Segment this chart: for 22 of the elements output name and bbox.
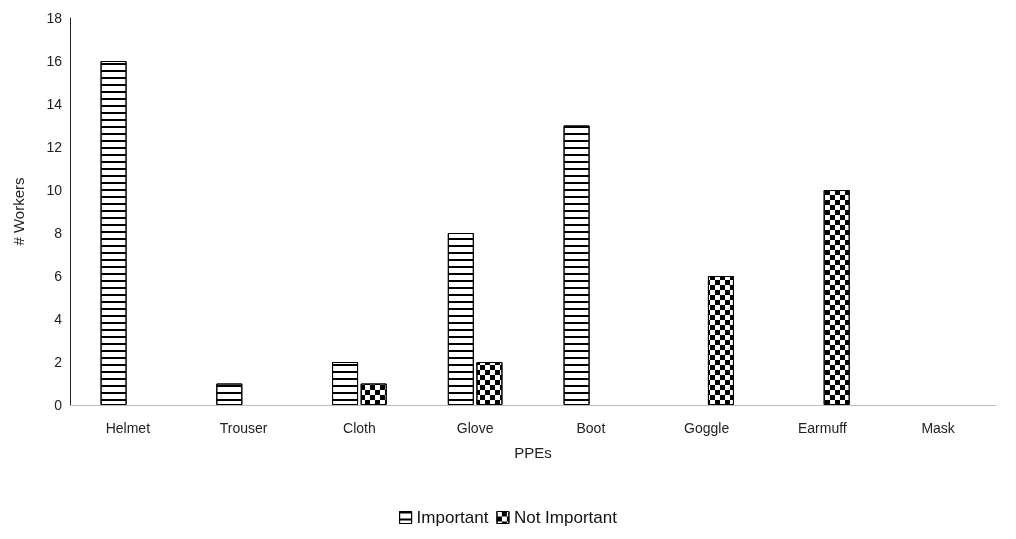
y-tick-label: 18 — [46, 10, 63, 26]
x-tick-label: Earmuff — [797, 420, 847, 436]
y-tick-label: 10 — [46, 182, 63, 198]
y-axis-title: # Workers — [10, 177, 27, 246]
legend-label: Not Important — [513, 508, 618, 527]
y-tick-label: 8 — [54, 225, 63, 241]
x-tick-label: Cloth — [343, 420, 376, 436]
x-tick-label: Goggle — [684, 420, 730, 436]
x-tick-label: Trouser — [219, 420, 268, 436]
y-tick-label: 16 — [46, 53, 63, 69]
x-axis-title: PPEs — [514, 444, 552, 461]
x-tick-label: Glove — [456, 420, 494, 436]
y-tick-label: 4 — [54, 311, 63, 327]
legend-label: Important — [416, 508, 489, 527]
y-tick-label: 12 — [46, 139, 63, 155]
x-tick-label: Mask — [921, 420, 956, 436]
x-tick-label: Boot — [576, 420, 606, 436]
y-tick-label: 6 — [54, 268, 63, 284]
y-tick-label: 2 — [54, 354, 63, 370]
x-tick-label: Helmet — [105, 420, 151, 436]
y-tick-label: 14 — [46, 96, 63, 112]
y-tick-label: 0 — [54, 397, 63, 413]
